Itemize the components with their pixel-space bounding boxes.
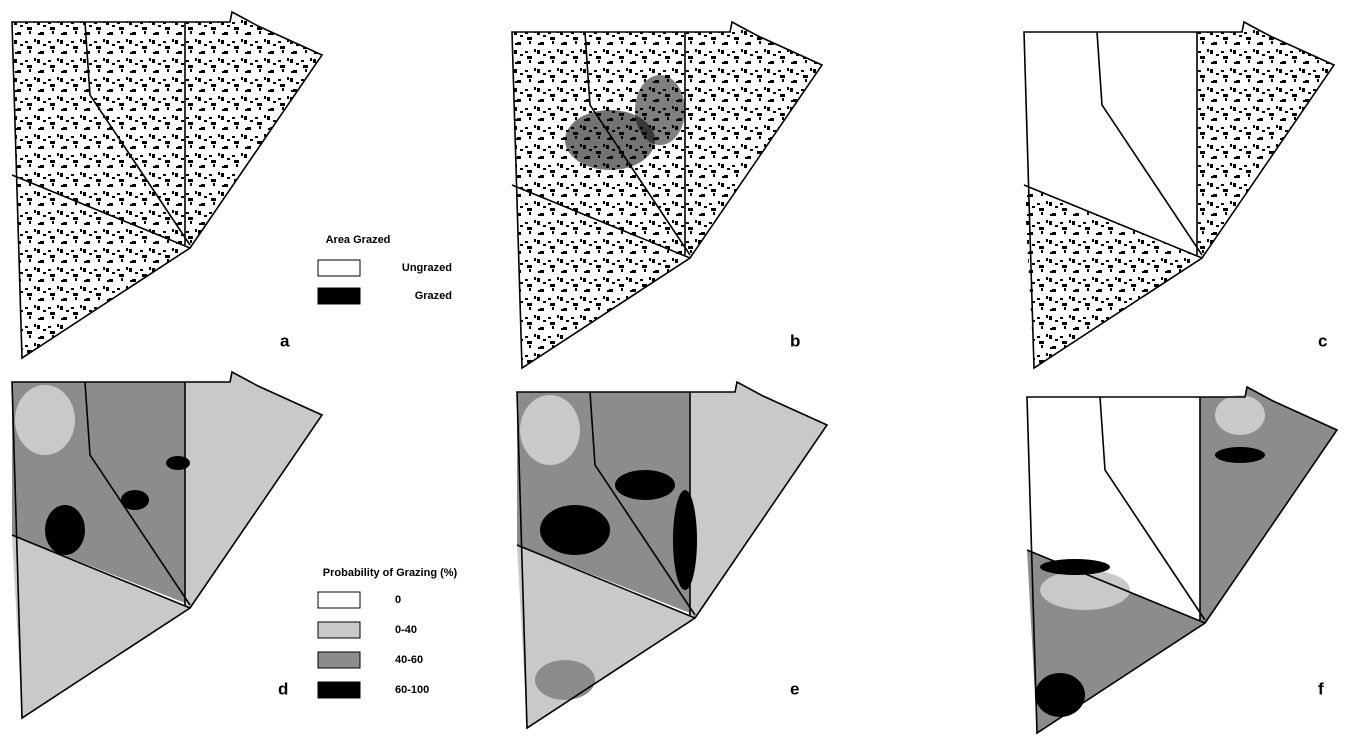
legend-swatch xyxy=(318,652,360,668)
map-a xyxy=(12,12,322,358)
legend-swatch xyxy=(318,260,360,276)
legend-label: Ungrazed xyxy=(402,262,452,274)
map-b xyxy=(512,22,822,368)
legend-swatch xyxy=(318,682,360,698)
map-c xyxy=(1024,22,1334,368)
legend-label: Grazed xyxy=(415,290,452,302)
map-f xyxy=(1027,387,1337,733)
panel-label: a xyxy=(280,331,290,350)
map-d xyxy=(12,372,322,718)
legend-title: Area Grazed xyxy=(326,234,391,246)
legend-label: 0 xyxy=(395,594,401,606)
legend-swatch xyxy=(318,288,360,304)
legend-label: 0-40 xyxy=(395,624,417,636)
panel-label: b xyxy=(790,331,800,350)
panel-label: f xyxy=(1318,679,1324,698)
panel-label: d xyxy=(278,679,288,698)
legend-swatch xyxy=(318,622,360,638)
legend-label: 40-60 xyxy=(395,654,423,666)
map-e xyxy=(517,382,827,728)
legend-swatch xyxy=(318,592,360,608)
legend-label: 60-100 xyxy=(395,684,429,696)
figure: Area Grazed Ungrazed Grazed Probability … xyxy=(0,0,1362,743)
panel-label: c xyxy=(1318,331,1327,350)
panel-label: e xyxy=(790,679,799,698)
legend-title: Probability of Grazing (%) xyxy=(323,567,458,579)
